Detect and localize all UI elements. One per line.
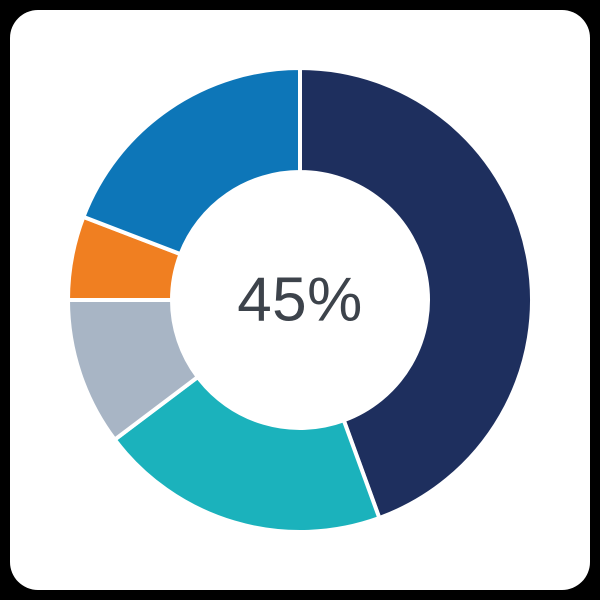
- donut-slice-2[interactable]: [112, 375, 382, 534]
- donut-slice-1[interactable]: [298, 66, 534, 521]
- center-value-label: 45%: [237, 266, 363, 335]
- donut-slices: [66, 66, 534, 534]
- donut-slice-5[interactable]: [81, 66, 302, 257]
